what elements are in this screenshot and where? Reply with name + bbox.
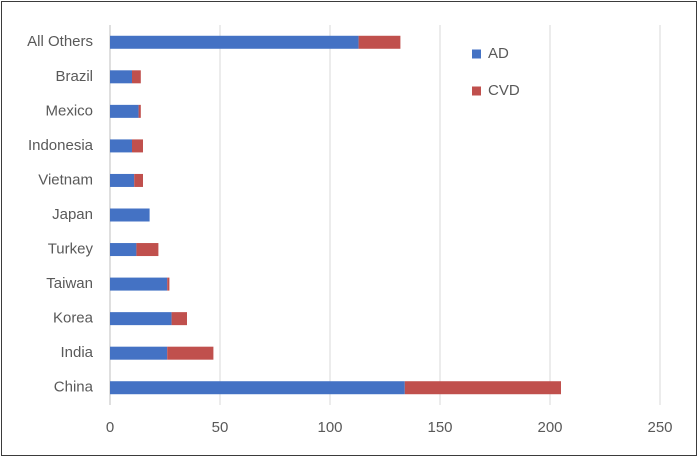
category-label-china: China	[54, 379, 94, 396]
x-tick-label-50: 50	[212, 419, 229, 436]
category-label-taiwan: Taiwan	[46, 275, 93, 292]
bar-ad-turkey	[110, 243, 137, 257]
category-label-turkey: Turkey	[48, 241, 94, 258]
bar-ad-taiwan	[110, 277, 168, 291]
category-label-japan: Japan	[52, 206, 93, 223]
category-label-vietnam: Vietnam	[38, 171, 93, 188]
x-tick-label-0: 0	[106, 419, 114, 436]
bar-cvd-mexico	[138, 104, 141, 118]
x-tick-label-100: 100	[317, 419, 342, 436]
bar-ad-korea	[110, 312, 172, 326]
bar-cvd-vietnam	[134, 173, 143, 187]
legend-label-cvd: CVD	[488, 82, 520, 99]
bar-ad-brazil	[110, 70, 132, 84]
bar-ad-india	[110, 346, 168, 360]
bar-cvd-turkey	[136, 243, 159, 257]
x-tick-label-250: 250	[647, 419, 672, 436]
legend-label-ad: AD	[488, 45, 509, 62]
bar-cvd-all-others	[358, 35, 401, 49]
x-tick-label-200: 200	[537, 419, 562, 436]
bar-cvd-korea	[171, 312, 187, 326]
bar-ad-indonesia	[110, 139, 132, 153]
bar-cvd-india	[167, 346, 214, 360]
bar-cvd-china	[404, 381, 561, 395]
legend-swatch-ad	[472, 49, 481, 59]
bar-ad-china	[110, 381, 405, 395]
bar-ad-all-others	[110, 35, 359, 49]
bar-cvd-brazil	[132, 70, 141, 84]
bar-ad-vietnam	[110, 173, 135, 187]
legend-swatch-cvd	[472, 86, 481, 96]
bar-cvd-taiwan	[167, 277, 170, 291]
category-label-korea: Korea	[53, 310, 94, 327]
category-label-all-others: All Others	[27, 33, 93, 50]
x-tick-label-150: 150	[427, 419, 452, 436]
bar-cvd-indonesia	[132, 139, 143, 153]
category-label-mexico: Mexico	[45, 102, 93, 119]
category-label-indonesia: Indonesia	[28, 137, 94, 154]
bar-ad-mexico	[110, 104, 139, 118]
category-label-india: India	[60, 344, 93, 361]
bar-ad-japan	[110, 208, 150, 222]
category-label-brazil: Brazil	[55, 68, 93, 85]
